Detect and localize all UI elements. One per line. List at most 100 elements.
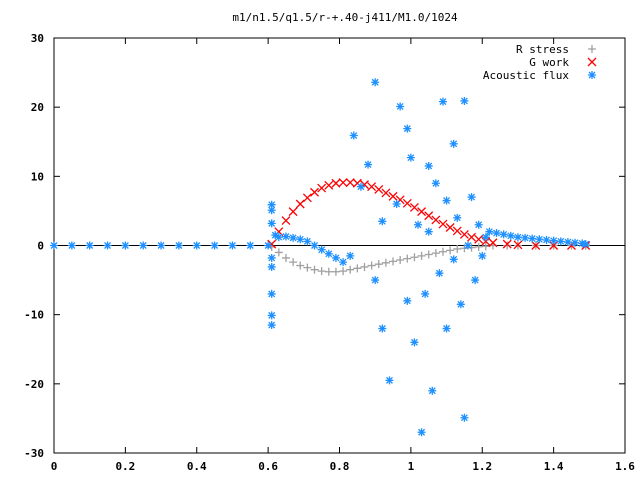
data-point <box>446 246 455 255</box>
data-point <box>460 96 469 105</box>
data-point <box>563 238 572 247</box>
data-point <box>381 188 391 198</box>
data-point <box>424 161 433 170</box>
data-point <box>438 247 447 256</box>
data-point <box>424 250 433 259</box>
data-point <box>409 202 419 212</box>
data-point <box>157 241 166 250</box>
data-point <box>389 257 398 266</box>
y-tick-label: 10 <box>31 170 44 183</box>
data-point <box>271 231 280 240</box>
data-point <box>392 200 401 208</box>
data-point <box>502 239 512 249</box>
legend-marker <box>587 57 597 67</box>
y-tick-label: -30 <box>24 447 44 460</box>
data-point <box>445 223 455 232</box>
data-point <box>421 289 430 298</box>
data-point <box>267 289 276 298</box>
data-point <box>396 256 405 265</box>
data-point <box>338 178 348 188</box>
data-point <box>346 251 355 260</box>
data-point <box>228 241 237 250</box>
x-tick-label: 1.6 <box>615 460 635 473</box>
data-point <box>50 241 58 250</box>
data-point <box>449 255 458 264</box>
data-point <box>417 251 426 260</box>
data-point <box>449 139 458 148</box>
data-point <box>210 241 219 250</box>
data-point <box>481 233 490 242</box>
data-point <box>267 321 276 330</box>
data-point <box>310 265 319 274</box>
data-point <box>360 262 369 271</box>
legend-marker <box>588 45 596 53</box>
data-point <box>346 265 355 274</box>
data-point <box>85 241 94 250</box>
data-point <box>296 235 305 244</box>
data-point <box>485 227 494 236</box>
data-point <box>295 199 305 209</box>
data-point <box>581 240 590 249</box>
data-point <box>356 182 365 191</box>
series-acoustic-flux <box>50 78 590 437</box>
data-point <box>463 241 472 250</box>
legend-label: R stress <box>516 43 569 56</box>
data-point <box>417 428 426 437</box>
data-point <box>267 206 276 215</box>
data-point <box>374 185 384 194</box>
x-tick-label: 0.2 <box>115 460 135 473</box>
data-point <box>281 216 291 226</box>
x-tick-label: 0.6 <box>258 460 278 473</box>
data-point <box>267 253 276 262</box>
data-point <box>367 261 376 270</box>
data-point <box>331 267 340 276</box>
data-point <box>403 254 412 263</box>
data-point <box>453 213 462 222</box>
data-point <box>289 258 298 267</box>
data-point <box>264 241 273 250</box>
data-point <box>531 241 541 250</box>
data-point <box>481 242 490 251</box>
data-point <box>324 249 333 258</box>
data-point <box>331 253 340 262</box>
data-point <box>121 241 130 250</box>
data-point <box>371 276 380 285</box>
data-point <box>378 217 387 226</box>
data-point <box>174 241 183 250</box>
y-tick-label: -10 <box>24 309 44 322</box>
data-point <box>267 262 276 271</box>
data-point <box>103 241 112 250</box>
data-point <box>528 234 537 243</box>
data-point <box>406 153 415 162</box>
data-point <box>478 251 487 260</box>
data-point <box>438 219 448 229</box>
data-point <box>424 227 433 236</box>
legend-label: Acoustic flux <box>483 69 569 82</box>
data-point <box>310 187 319 197</box>
data-point <box>471 276 480 285</box>
data-point <box>403 296 412 305</box>
data-point <box>288 207 298 217</box>
data-point <box>488 238 498 248</box>
data-point <box>267 219 276 228</box>
x-tick-label: 0.8 <box>330 460 350 473</box>
y-tick-label: -20 <box>24 378 44 391</box>
data-point <box>396 102 405 111</box>
data-point <box>281 232 290 241</box>
axes: 0 0.2 0.4 0.6 0.8 1 1.2 1.4 1.6 -30 -20 -10 0 10 20 30 <box>24 32 635 473</box>
data-point <box>571 238 580 247</box>
data-point <box>481 236 491 246</box>
y-tick-label: 30 <box>31 32 44 45</box>
data-point <box>349 131 358 140</box>
legend-label: G work <box>529 56 569 69</box>
data-point <box>289 233 298 242</box>
data-point <box>431 179 440 188</box>
series-g-work <box>267 178 591 250</box>
data-point <box>353 264 362 273</box>
data-point <box>246 241 255 250</box>
data-point <box>403 124 412 133</box>
data-point <box>67 241 76 250</box>
data-point <box>267 200 276 209</box>
data-point <box>467 193 476 202</box>
